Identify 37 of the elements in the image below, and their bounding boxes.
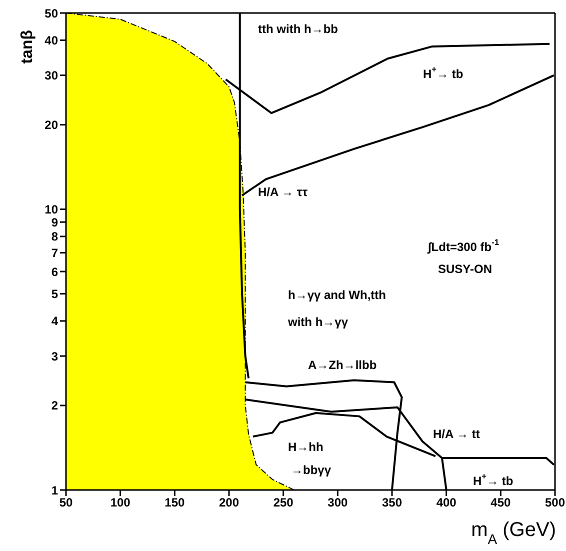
x-tick-label: 500 (544, 496, 566, 510)
annotation: H/A → ττ (258, 185, 308, 200)
annotation: →bbγγ (291, 463, 332, 478)
x-tick-label: 250 (273, 496, 294, 510)
y-tick-label: 4 (51, 314, 58, 328)
annotation: H→hh (288, 440, 324, 454)
y-tick-label: 1 (51, 483, 58, 498)
annotation: tth with h→bb (258, 22, 338, 36)
x-axis-title: m$_{A}$ (GeV) (471, 519, 556, 547)
y-axis-title: tanβ (19, 30, 36, 64)
annotation: h→γγ and Wh,tth (288, 288, 386, 302)
y-tick-label: 9 (51, 215, 58, 230)
x-tick-label: 450 (490, 496, 511, 510)
annotation: ∫Ldt=300 fb$^{-1}$ (427, 237, 500, 254)
annotation: with h→γγ (287, 315, 348, 330)
y-tick-label: 2 (51, 398, 58, 413)
y-tick-label: 30 (44, 68, 58, 83)
y-tick-label: 7 (51, 246, 58, 260)
y-tick-label: 6 (51, 264, 58, 279)
annotation: H$^{+}$→ tb (423, 64, 464, 82)
y-tick-label: 50 (44, 6, 58, 20)
annotation: H/A → tt (433, 427, 480, 442)
x-tick-label: 200 (218, 496, 240, 510)
y-tick-label: 5 (51, 287, 58, 302)
annotation: SUSY-ON (438, 262, 492, 276)
annotation: A→Zh→llbb (308, 358, 377, 372)
x-tick-label: 150 (164, 496, 185, 510)
x-tick-label: 400 (436, 496, 457, 510)
y-tick-label: 40 (44, 33, 58, 48)
x-tick-label: 100 (110, 496, 131, 510)
x-tick-label: 300 (328, 496, 348, 510)
y-tick-label: 20 (44, 118, 58, 132)
y-tick-label: 8 (51, 230, 58, 244)
y-tick-label: 3 (51, 349, 58, 364)
annotation: H$^{+}$→ tb (473, 471, 514, 488)
y-tick-label: 10 (44, 202, 58, 216)
x-tick-label: 350 (382, 496, 402, 510)
